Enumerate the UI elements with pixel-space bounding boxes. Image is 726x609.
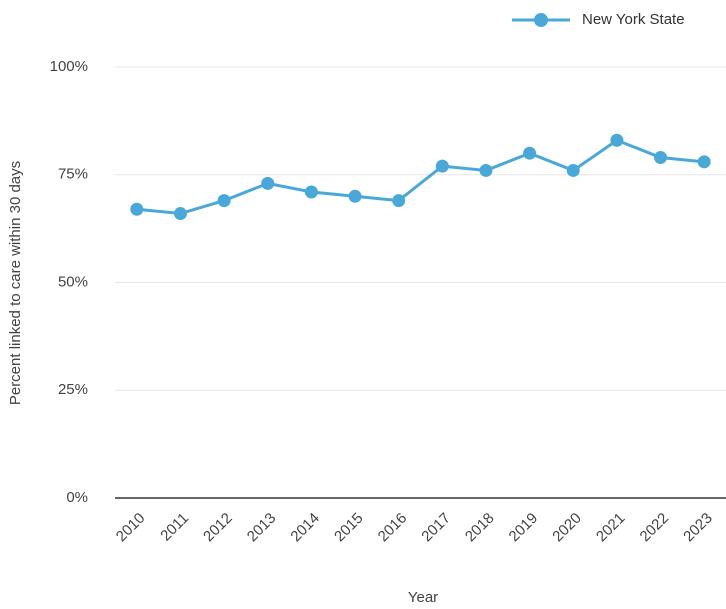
data-point	[392, 194, 406, 208]
data-point	[479, 163, 493, 177]
series-line	[136, 138, 705, 216]
data-point	[348, 189, 362, 203]
legend-label: New York State	[582, 11, 685, 28]
x-tick-label: 2015	[331, 510, 367, 546]
data-point	[654, 151, 668, 165]
x-axis-title: Year	[408, 589, 438, 606]
y-tick-label: 0%	[66, 489, 88, 506]
x-tick-label: 2022	[637, 510, 673, 546]
x-tick-label: 2019	[506, 510, 542, 546]
data-point	[523, 146, 537, 160]
x-tick-label: 2011	[157, 510, 192, 545]
y-tick-label: 25%	[58, 381, 88, 398]
x-tick-label: 2023	[680, 510, 716, 546]
x-tick-label: 2012	[200, 510, 236, 546]
data-point	[697, 155, 711, 169]
data-point	[217, 194, 231, 208]
x-tick-label: 2014	[287, 510, 323, 546]
data-point	[610, 133, 624, 147]
x-tick-label: 2016	[375, 510, 411, 546]
data-point	[304, 185, 318, 199]
y-tick-label: 75%	[58, 166, 88, 183]
legend-marker	[534, 13, 548, 27]
x-tick-label: 2010	[113, 510, 149, 546]
x-tick-label: 2017	[418, 510, 454, 546]
data-point	[130, 202, 144, 216]
data-point	[261, 176, 275, 190]
y-axis-title: Percent linked to care within 30 days	[7, 161, 24, 405]
x-tick-label: 2020	[549, 510, 585, 546]
y-tick-label: 50%	[58, 273, 88, 290]
x-tick-label: 2018	[462, 510, 498, 546]
x-tick-label: 2013	[244, 510, 280, 546]
y-tick-label: 100%	[50, 58, 88, 75]
data-point	[173, 207, 187, 221]
data-point	[566, 163, 580, 177]
x-tick-label: 2021	[593, 510, 629, 546]
data-point	[435, 159, 449, 173]
